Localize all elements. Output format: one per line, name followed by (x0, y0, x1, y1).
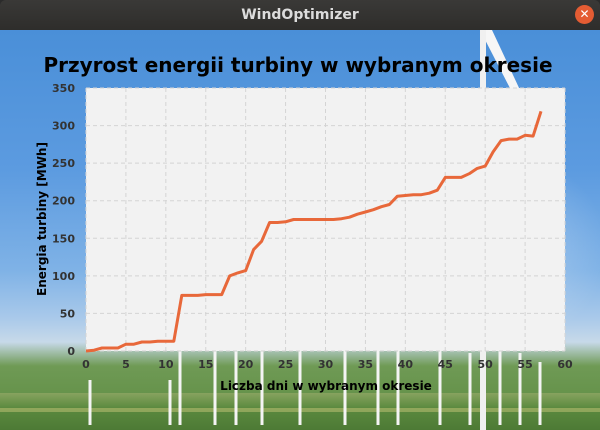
turbine-tower (438, 344, 442, 425)
y-tick-label: 100 (52, 270, 75, 283)
x-tick-label: 20 (238, 358, 254, 371)
turbine-tower (260, 317, 264, 425)
close-button[interactable]: ✕ (575, 5, 594, 24)
turbine-tower (213, 299, 217, 425)
turbine-tower (376, 326, 380, 425)
turbine-tower (468, 353, 472, 425)
y-tick-label: 0 (67, 345, 75, 358)
y-tick-label: 250 (52, 157, 75, 170)
chart-title: Przyrost energii turbiny w wybranym okre… (43, 53, 552, 77)
chart-ticks: 0 5 10 15 20 25 30 35 40 45 50 55 60 0 50 100 150 200 250 3… (52, 82, 573, 371)
y-tick-label: 50 (60, 307, 76, 320)
window-titlebar: WindOptimizer ✕ (0, 0, 600, 30)
turbine-tower (396, 335, 400, 425)
turbine-blade (480, 30, 520, 92)
y-axis-label: Energia turbiny [MWh] (35, 142, 49, 296)
x-tick-label: 0 (82, 358, 90, 371)
turbine-tower (168, 380, 172, 425)
y-tick-label: 350 (52, 82, 75, 95)
x-tick-label: 5 (122, 358, 130, 371)
turbine-tower (518, 353, 522, 425)
turbine-tower (178, 317, 182, 425)
x-tick-label: 25 (278, 358, 293, 371)
x-tick-label: 10 (158, 358, 174, 371)
x-tick-label: 30 (318, 358, 334, 371)
window-title: WindOptimizer (241, 7, 359, 23)
x-tick-label: 40 (398, 358, 414, 371)
energy-chart: 0 5 10 15 20 25 30 35 40 45 50 55 60 0 50 100 150 200 250 3… (35, 30, 573, 430)
x-axis-label: Liczba dni w wybranym okresie (220, 379, 432, 393)
x-tick-label: 35 (358, 358, 373, 371)
energy-line-series (85, 110, 543, 353)
turbine-tower (298, 308, 302, 425)
turbine-tower (498, 344, 502, 425)
turbine-tower (343, 317, 347, 425)
y-tick-label: 200 (52, 195, 75, 208)
chart-window-content: 0 5 10 15 20 25 30 35 40 45 50 55 60 0 50 100 150 200 250 3… (0, 30, 600, 430)
x-tick-label: 45 (438, 358, 453, 371)
x-tick-label: 50 (478, 358, 494, 371)
x-tick-label: 55 (517, 358, 532, 371)
x-tick-label: 15 (198, 358, 213, 371)
turbine-tower (88, 380, 92, 425)
turbine-tower (234, 335, 238, 425)
turbine-tower (538, 362, 542, 425)
x-tick-label: 60 (557, 358, 573, 371)
y-tick-label: 300 (52, 120, 75, 133)
y-tick-label: 150 (52, 232, 75, 245)
